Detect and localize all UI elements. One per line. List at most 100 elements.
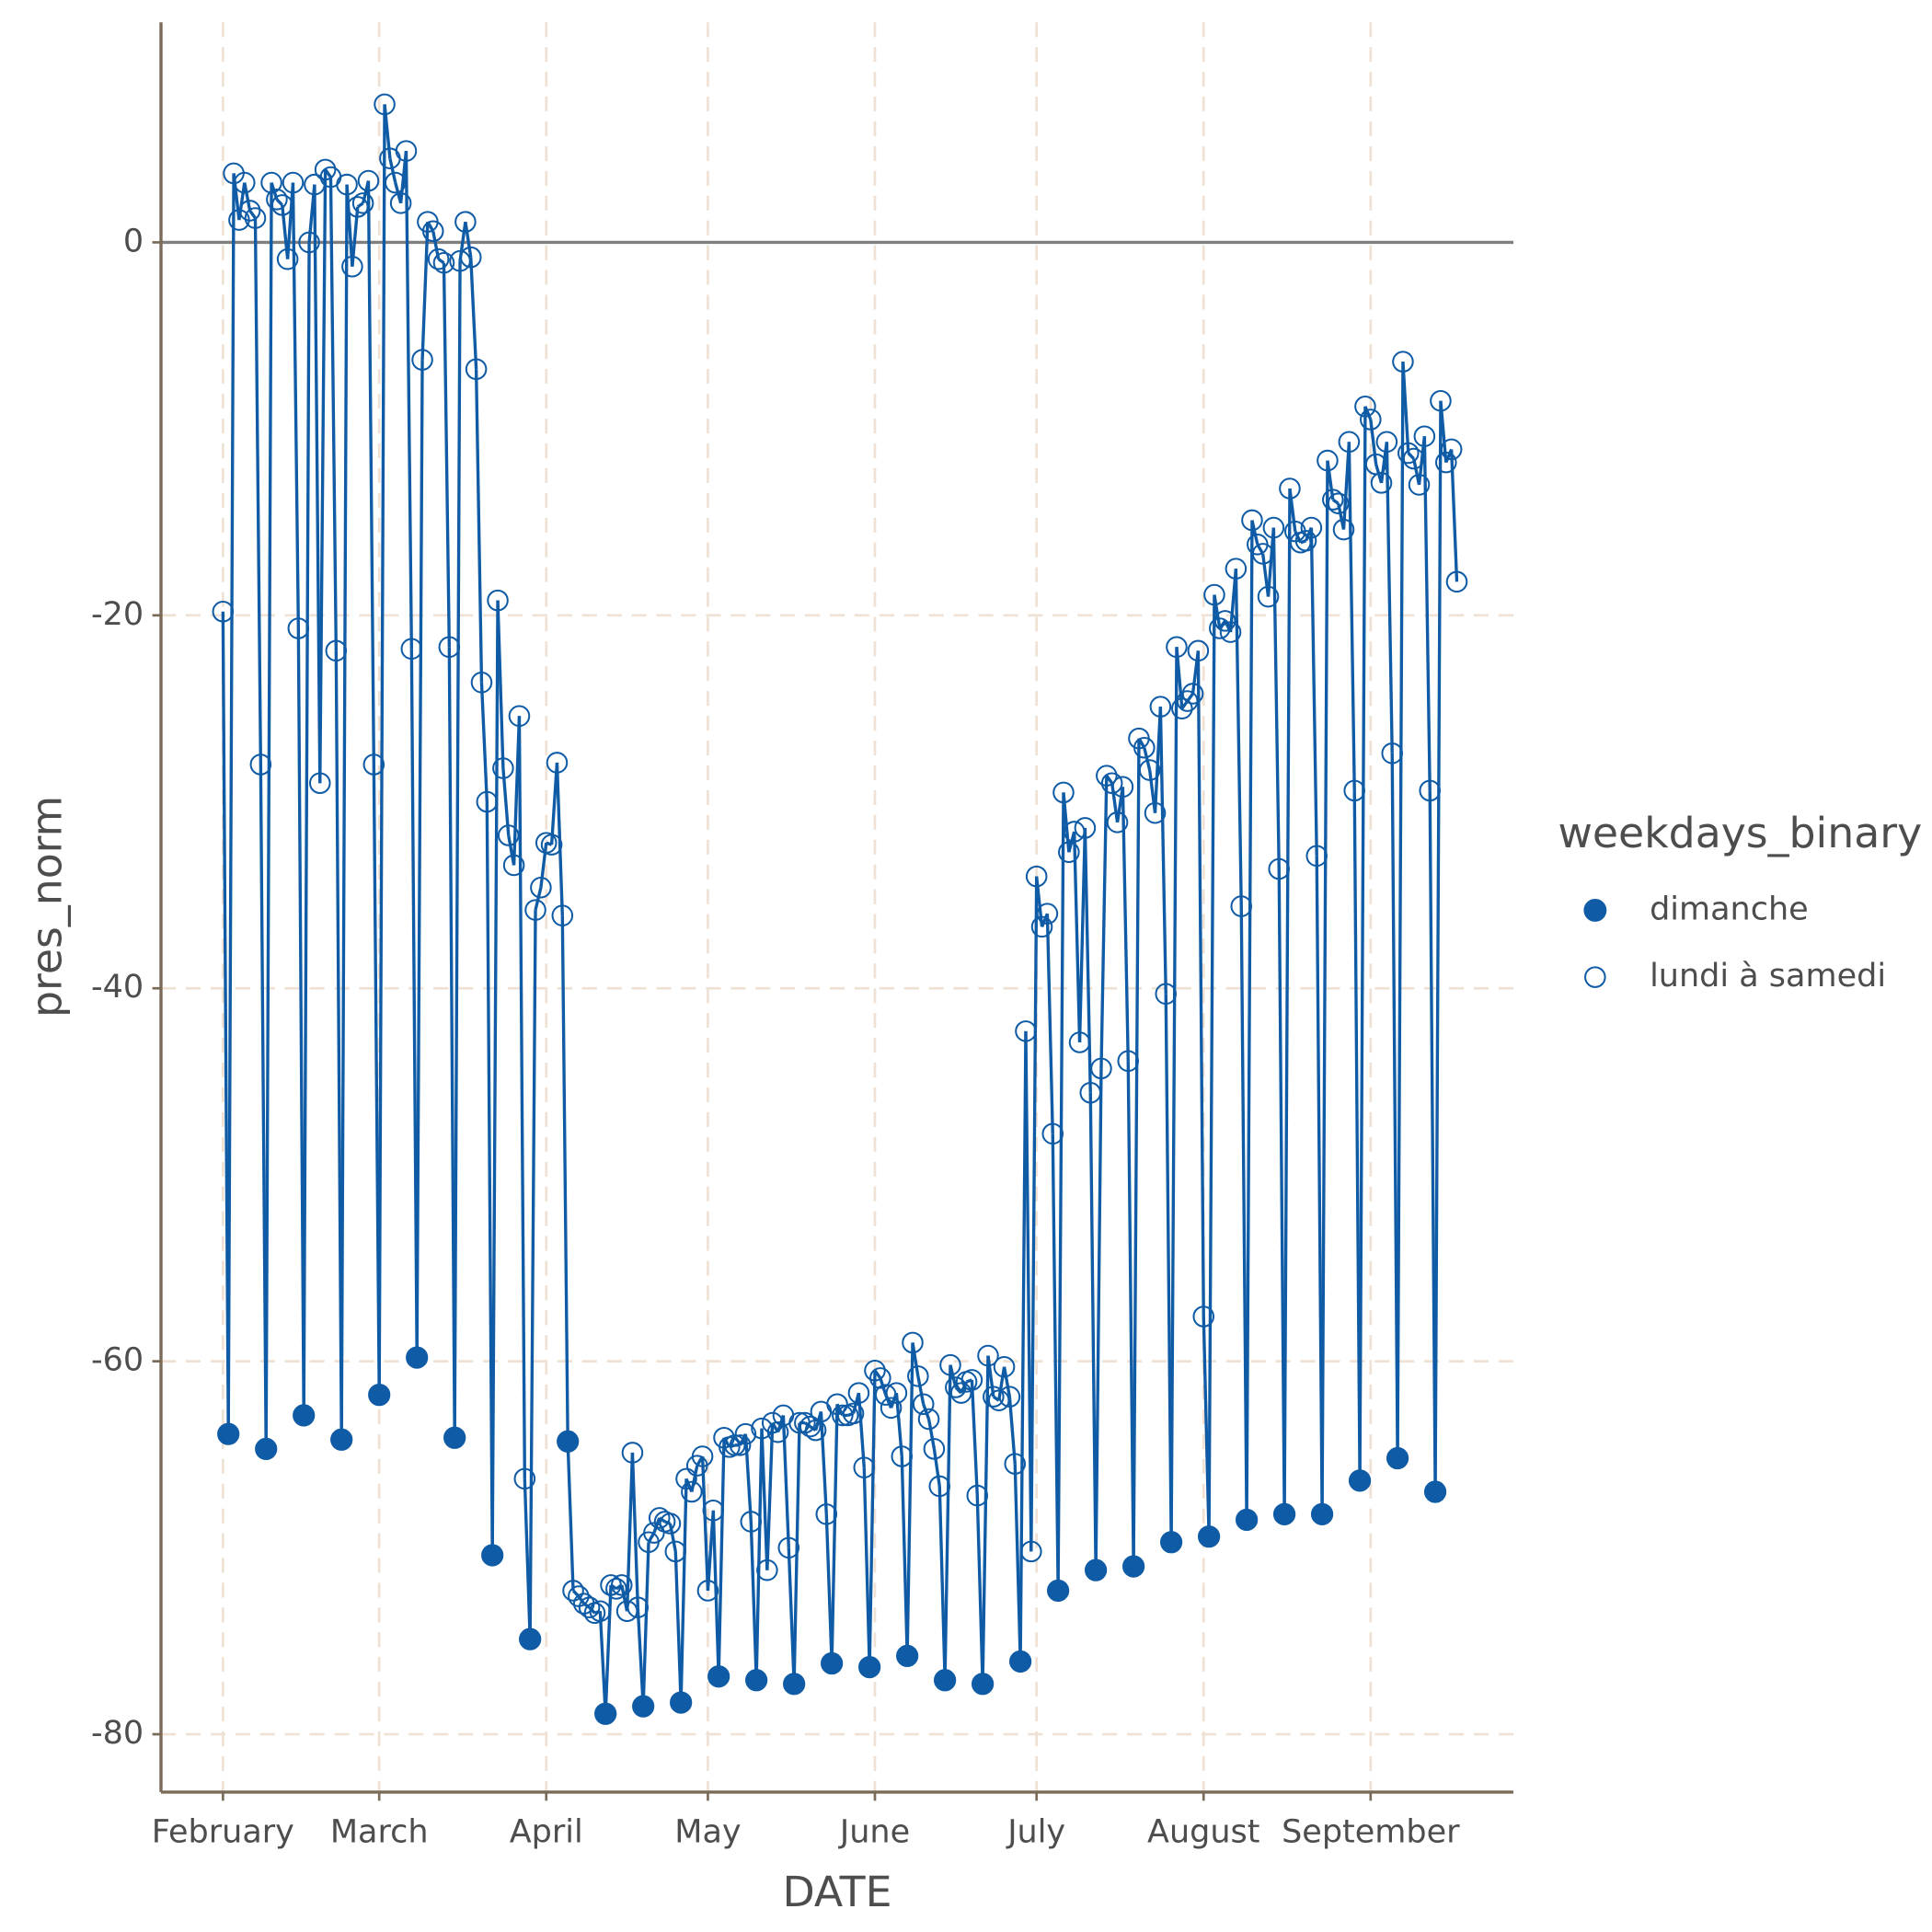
line-segment — [598, 1611, 607, 1714]
point — [1317, 449, 1339, 472]
point — [487, 589, 509, 612]
point — [1074, 817, 1097, 839]
point — [648, 1507, 671, 1529]
line-segment — [1094, 1068, 1103, 1570]
point — [492, 757, 514, 779]
point — [1392, 351, 1414, 373]
line-segment — [1018, 1030, 1028, 1662]
point — [308, 772, 331, 795]
line-segment — [1143, 747, 1152, 771]
grid — [161, 22, 1514, 1792]
line-segment — [722, 1436, 731, 1448]
point — [993, 1355, 1016, 1378]
point — [1235, 1508, 1259, 1532]
point — [438, 636, 461, 659]
point — [605, 1578, 627, 1600]
line-segment — [1099, 776, 1109, 1069]
point — [481, 1544, 504, 1567]
point — [1348, 1469, 1372, 1492]
point — [249, 753, 272, 776]
point — [1187, 639, 1210, 662]
point — [406, 1346, 429, 1369]
point — [832, 1404, 854, 1427]
line-segment — [1433, 400, 1443, 1492]
point — [1166, 636, 1188, 659]
line-segment — [717, 1437, 726, 1677]
point — [1004, 1453, 1027, 1475]
point — [1181, 683, 1204, 705]
point — [1085, 1558, 1108, 1581]
point — [255, 1437, 278, 1461]
point — [282, 171, 305, 194]
line-segment — [652, 1517, 661, 1534]
point — [783, 1673, 806, 1696]
point — [1300, 516, 1323, 539]
line-segment — [754, 1428, 764, 1681]
line-segment — [501, 767, 511, 836]
point — [670, 1691, 693, 1714]
point — [826, 1393, 848, 1416]
line-segment — [302, 242, 311, 1416]
point — [998, 1386, 1021, 1408]
line-segment — [1234, 569, 1243, 907]
line-segment — [679, 1478, 688, 1703]
point — [864, 1359, 886, 1382]
line-segment — [1137, 737, 1146, 749]
line-segment — [566, 1441, 575, 1592]
line-segment — [630, 1452, 639, 1608]
line-segment — [1088, 1092, 1098, 1570]
point — [443, 1426, 466, 1449]
point — [610, 1574, 633, 1596]
point — [1327, 492, 1350, 514]
y-axis-title: pres_norm — [22, 796, 71, 1018]
point — [1354, 396, 1376, 418]
point — [1360, 408, 1382, 431]
point — [1176, 690, 1199, 712]
point — [756, 1558, 778, 1581]
point — [1251, 543, 1274, 565]
point — [874, 1384, 897, 1406]
line-segment — [226, 173, 236, 1434]
point — [1419, 779, 1442, 802]
line-segment — [1396, 362, 1405, 1459]
point — [1100, 772, 1123, 795]
point — [632, 1695, 655, 1718]
point — [1117, 1050, 1140, 1073]
line-segment — [437, 258, 445, 265]
line-segment — [1002, 1366, 1012, 1397]
line-segment — [328, 177, 339, 651]
point — [293, 1404, 316, 1427]
line-segment — [743, 1433, 753, 1523]
line-segment — [819, 1411, 828, 1514]
point — [1052, 781, 1075, 804]
point — [853, 1456, 876, 1478]
point — [1408, 474, 1431, 496]
line-segment — [857, 1392, 866, 1468]
line-segment — [426, 221, 435, 233]
line-segment — [517, 716, 527, 1479]
point — [869, 1367, 891, 1389]
legend-marker — [1584, 966, 1606, 988]
point — [411, 349, 433, 371]
x-axis-title: DATE — [782, 1868, 891, 1916]
line-segment — [625, 1452, 635, 1612]
point — [562, 1580, 584, 1602]
point — [627, 1596, 650, 1618]
point — [1009, 1650, 1032, 1673]
line-segment — [1029, 876, 1039, 1552]
line-segment — [339, 184, 349, 1440]
line-segment — [1035, 876, 1044, 927]
point — [513, 1467, 536, 1490]
point — [842, 1402, 865, 1425]
point — [1171, 697, 1193, 719]
line-segment — [1369, 419, 1378, 465]
point — [966, 1484, 989, 1507]
line-segment — [474, 369, 484, 683]
line-segment — [781, 1415, 790, 1548]
point — [551, 904, 574, 926]
line-segment — [1121, 787, 1130, 1062]
line-segment — [1385, 442, 1394, 753]
y-tick-label: -20 — [91, 596, 144, 633]
point — [912, 1393, 935, 1416]
